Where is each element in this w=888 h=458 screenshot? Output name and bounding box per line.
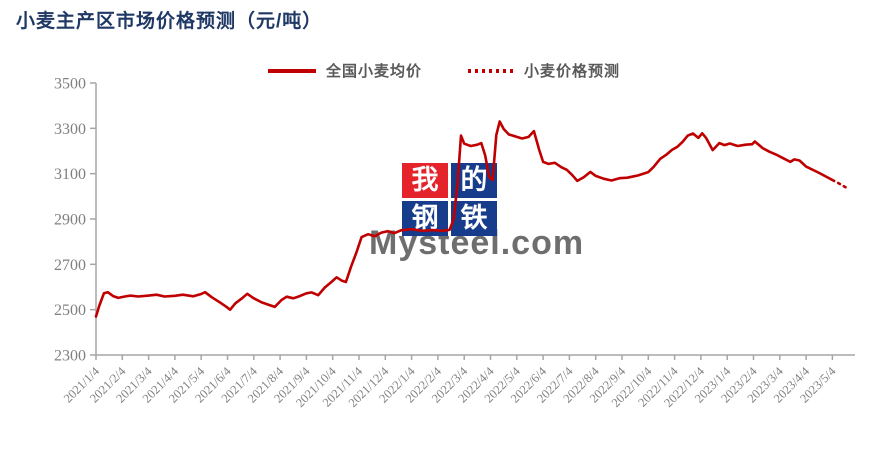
page-title: 小麦主产区市场价格预测（元/吨） xyxy=(16,11,323,32)
y-tick-label: 3500 xyxy=(54,76,86,93)
legend-label-national-avg: 全国小麦均价 xyxy=(325,63,422,80)
y-tick-label: 3100 xyxy=(54,166,86,183)
legend-dotted-line-sample xyxy=(468,68,514,73)
legend-label-forecast: 小麦价格预测 xyxy=(524,63,621,80)
series-line-forecast xyxy=(831,178,851,191)
series-line-national-avg xyxy=(94,120,834,318)
legend: 全国小麦均价 小麦价格预测 xyxy=(0,60,888,81)
y-tick-label: 2900 xyxy=(54,212,86,229)
axis-lines xyxy=(95,83,855,356)
legend-item-national-avg: 全国小麦均价 xyxy=(267,60,422,81)
y-tick-label: 2500 xyxy=(54,302,86,319)
legend-solid-line-sample xyxy=(267,68,316,73)
y-tick-label: 2700 xyxy=(54,257,86,274)
logo-square-tie: 铁 xyxy=(451,201,497,236)
logo-square-wo: 我 xyxy=(402,163,448,198)
y-tick-label: 3300 xyxy=(54,121,86,138)
y-tick-label: 2300 xyxy=(54,348,86,365)
mysteel-logo: 我 的 钢 铁 xyxy=(402,163,497,236)
legend-item-forecast: 小麦价格预测 xyxy=(468,60,620,81)
